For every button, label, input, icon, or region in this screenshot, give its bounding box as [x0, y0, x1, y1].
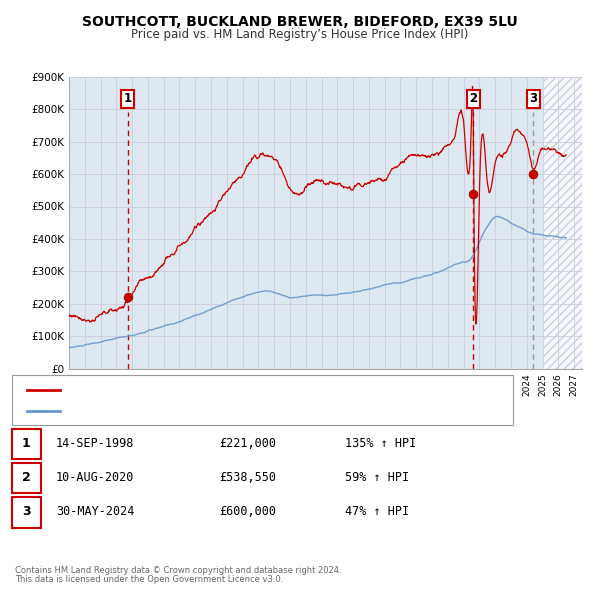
Text: £221,000: £221,000	[219, 437, 276, 450]
Text: £538,550: £538,550	[219, 471, 276, 484]
Text: 1: 1	[22, 437, 31, 450]
Text: This data is licensed under the Open Government Licence v3.0.: This data is licensed under the Open Gov…	[15, 575, 283, 584]
Text: £600,000: £600,000	[219, 505, 276, 518]
Text: 2: 2	[469, 92, 478, 105]
Text: 3: 3	[529, 92, 537, 105]
Point	[529, 169, 538, 179]
Text: Price paid vs. HM Land Registry’s House Price Index (HPI): Price paid vs. HM Land Registry’s House …	[131, 28, 469, 41]
Text: 1: 1	[124, 92, 131, 105]
Text: SOUTHCOTT, BUCKLAND BREWER, BIDEFORD, EX39 5LU (detached house): SOUTHCOTT, BUCKLAND BREWER, BIDEFORD, EX…	[66, 385, 454, 395]
Text: 135% ↑ HPI: 135% ↑ HPI	[345, 437, 416, 450]
Text: 2: 2	[22, 471, 31, 484]
Point	[123, 292, 133, 301]
Text: Contains HM Land Registry data © Crown copyright and database right 2024.: Contains HM Land Registry data © Crown c…	[15, 566, 341, 575]
Text: 3: 3	[22, 505, 31, 518]
Bar	[542, 77, 582, 369]
Text: 59% ↑ HPI: 59% ↑ HPI	[345, 471, 409, 484]
Text: 14-SEP-1998: 14-SEP-1998	[56, 437, 134, 450]
Text: SOUTHCOTT, BUCKLAND BREWER, BIDEFORD, EX39 5LU: SOUTHCOTT, BUCKLAND BREWER, BIDEFORD, EX…	[82, 15, 518, 29]
Text: HPI: Average price, detached house, Torridge: HPI: Average price, detached house, Torr…	[66, 406, 301, 416]
Point	[469, 189, 478, 199]
Text: 47% ↑ HPI: 47% ↑ HPI	[345, 505, 409, 518]
Text: 30-MAY-2024: 30-MAY-2024	[56, 505, 134, 518]
Text: 10-AUG-2020: 10-AUG-2020	[56, 471, 134, 484]
